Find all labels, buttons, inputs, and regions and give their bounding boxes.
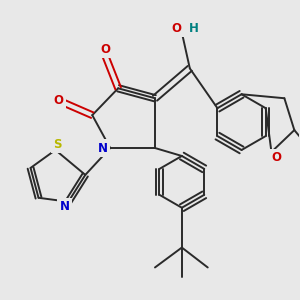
Text: O: O	[100, 43, 110, 56]
Text: N: N	[59, 200, 69, 213]
Text: N: N	[98, 142, 108, 154]
Text: H: H	[189, 22, 199, 35]
Text: O: O	[53, 94, 63, 107]
Text: O: O	[172, 22, 182, 35]
Text: S: S	[53, 137, 62, 151]
Text: O: O	[272, 152, 281, 164]
